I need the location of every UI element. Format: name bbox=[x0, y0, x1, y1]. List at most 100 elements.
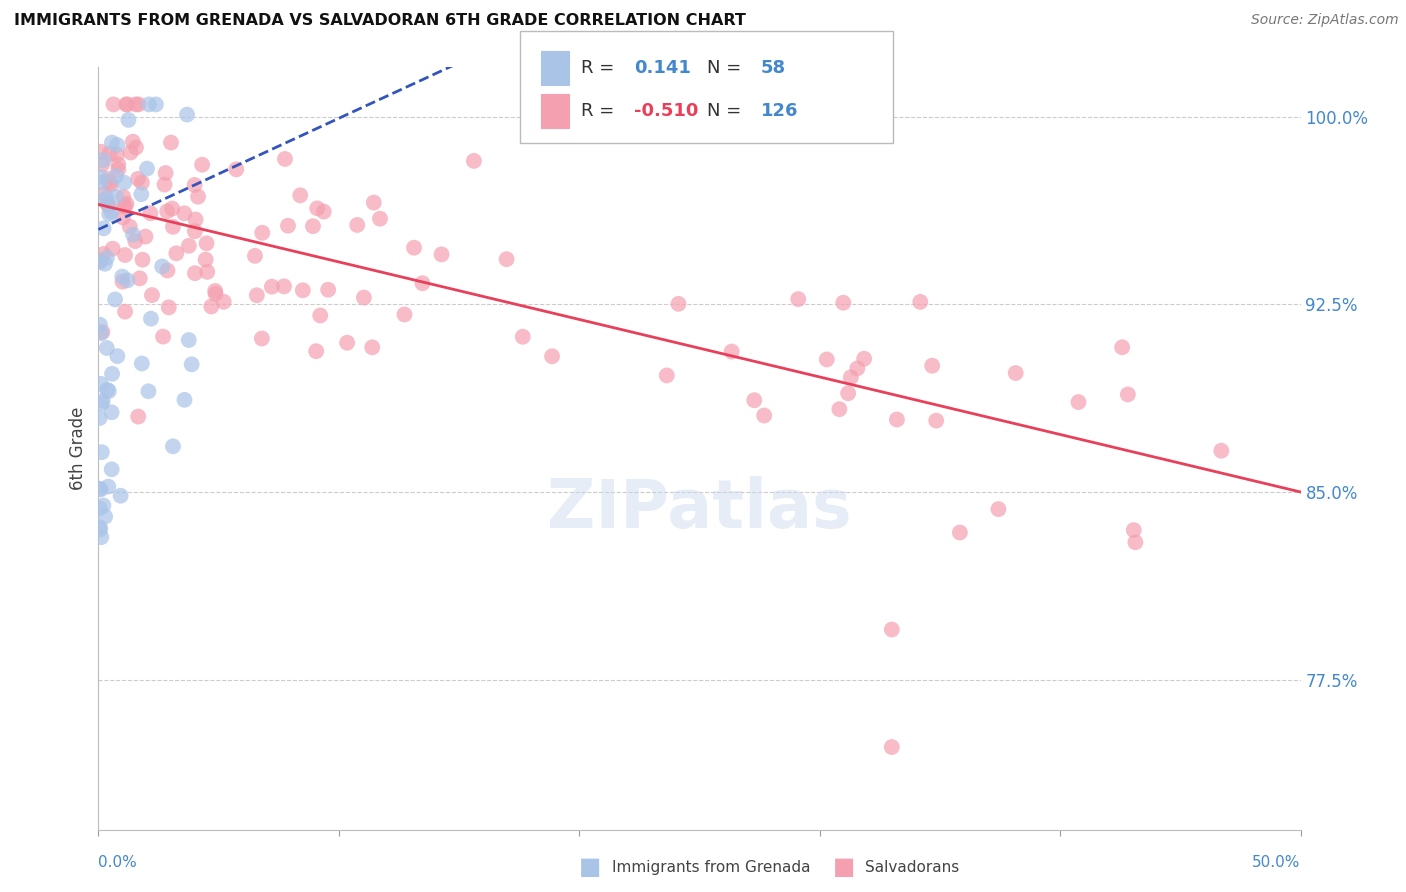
Point bbox=[131, 187, 153, 202]
Text: -0.510: -0.510 bbox=[634, 102, 699, 120]
Point bbox=[361, 340, 384, 354]
Point bbox=[1211, 443, 1233, 458]
Point bbox=[127, 172, 149, 186]
Point bbox=[138, 384, 160, 399]
Point bbox=[177, 239, 200, 253]
Point bbox=[93, 221, 115, 235]
Point bbox=[107, 157, 129, 171]
Point bbox=[98, 207, 121, 221]
Point bbox=[307, 202, 329, 216]
Point bbox=[512, 330, 534, 344]
Point bbox=[100, 462, 122, 476]
Point bbox=[195, 236, 218, 251]
Point bbox=[97, 479, 120, 493]
Point bbox=[1111, 340, 1133, 354]
Point bbox=[96, 383, 118, 397]
Point bbox=[243, 249, 266, 263]
Point bbox=[353, 291, 375, 305]
Point bbox=[101, 242, 124, 256]
Point bbox=[138, 97, 160, 112]
Point bbox=[90, 396, 112, 410]
Point bbox=[90, 176, 112, 190]
Point bbox=[828, 402, 851, 417]
Point bbox=[252, 226, 274, 240]
Point bbox=[112, 211, 135, 225]
Point bbox=[184, 224, 207, 238]
Text: IMMIGRANTS FROM GRENADA VS SALVADORAN 6TH GRADE CORRELATION CHART: IMMIGRANTS FROM GRENADA VS SALVADORAN 6T… bbox=[14, 13, 747, 29]
Point bbox=[101, 136, 124, 150]
Point bbox=[655, 368, 678, 383]
Point bbox=[176, 107, 198, 121]
Text: Salvadorans: Salvadorans bbox=[865, 860, 959, 874]
Point bbox=[112, 190, 135, 204]
Point bbox=[121, 135, 143, 149]
Point bbox=[180, 357, 202, 371]
Point bbox=[103, 97, 125, 112]
Point bbox=[156, 263, 179, 277]
Point bbox=[93, 194, 115, 208]
Point bbox=[157, 301, 180, 315]
Point bbox=[131, 357, 153, 371]
Point bbox=[411, 277, 433, 291]
Point bbox=[96, 196, 118, 211]
Point bbox=[111, 269, 134, 284]
Point bbox=[720, 344, 742, 359]
Point bbox=[250, 331, 273, 345]
Point bbox=[93, 153, 115, 168]
Point bbox=[162, 219, 184, 234]
Point bbox=[921, 359, 943, 373]
Point bbox=[93, 499, 115, 513]
Point bbox=[124, 234, 146, 248]
Point bbox=[131, 176, 153, 190]
Point bbox=[127, 409, 149, 424]
Point bbox=[173, 206, 195, 220]
Point bbox=[212, 294, 235, 309]
Point bbox=[141, 288, 163, 302]
Point bbox=[97, 384, 120, 398]
Point bbox=[90, 326, 112, 340]
Point bbox=[160, 136, 183, 150]
Point bbox=[200, 300, 222, 314]
Point bbox=[183, 178, 205, 192]
Point bbox=[754, 409, 776, 423]
Point bbox=[309, 309, 332, 323]
Text: R =: R = bbox=[581, 102, 620, 120]
Point bbox=[101, 367, 124, 381]
Point bbox=[1122, 523, 1144, 537]
Point bbox=[100, 405, 122, 419]
Text: 126: 126 bbox=[761, 102, 799, 120]
Point bbox=[463, 153, 485, 168]
Point bbox=[368, 211, 391, 226]
Point bbox=[1004, 366, 1026, 380]
Point bbox=[107, 162, 129, 177]
Point bbox=[194, 252, 217, 267]
Point bbox=[128, 97, 150, 112]
Point bbox=[246, 288, 269, 302]
Point bbox=[89, 255, 111, 269]
Point bbox=[100, 205, 122, 219]
Point bbox=[110, 489, 132, 503]
Point bbox=[290, 188, 312, 202]
Point bbox=[115, 196, 138, 211]
Point bbox=[122, 227, 145, 242]
Point bbox=[89, 522, 111, 536]
Point bbox=[291, 283, 314, 297]
Point bbox=[925, 414, 948, 428]
Point bbox=[124, 97, 146, 112]
Point bbox=[139, 206, 162, 220]
Point bbox=[91, 157, 114, 171]
Point bbox=[312, 204, 335, 219]
Point bbox=[94, 257, 117, 271]
Point bbox=[89, 318, 111, 332]
Text: 50.0%: 50.0% bbox=[1253, 855, 1301, 870]
Point bbox=[94, 509, 117, 524]
Point bbox=[363, 195, 385, 210]
Point bbox=[152, 329, 174, 343]
Point bbox=[204, 284, 226, 298]
Point bbox=[114, 200, 136, 214]
Point bbox=[305, 344, 328, 359]
Point bbox=[111, 275, 134, 289]
Text: R =: R = bbox=[581, 59, 620, 77]
Point bbox=[886, 412, 908, 426]
Point bbox=[195, 265, 218, 279]
